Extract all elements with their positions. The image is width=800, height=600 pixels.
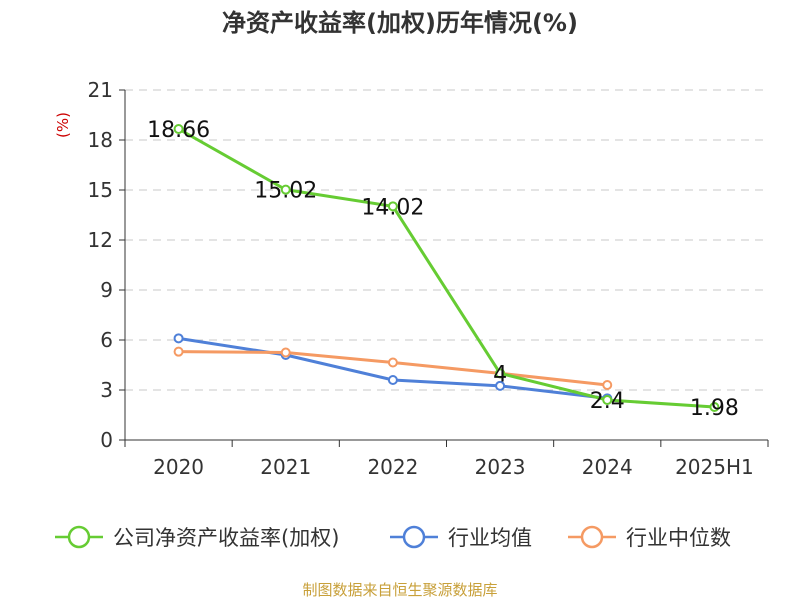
data-point (602, 380, 613, 390)
chart-title: 净资产收益率(加权)历年情况(%) (222, 9, 578, 37)
legend[interactable]: 公司净资产收益率(加权) 行业均值 行业中位数 (55, 525, 731, 550)
legend-label: 公司净资产收益率(加权) (113, 526, 339, 550)
legend-item-2[interactable]: 行业中位数 (568, 525, 731, 550)
data-label: 14.02 (361, 195, 424, 220)
data-label: 1.98 (690, 396, 739, 421)
data-point (173, 333, 184, 344)
x-tick-label: 2025H1 (675, 455, 754, 479)
x-tick-label: 2024 (582, 455, 633, 479)
x-tick-label: 2021 (260, 455, 311, 479)
data-point (387, 357, 398, 368)
y-tick-label: 18 (88, 128, 113, 152)
x-tick-label: 2023 (475, 455, 526, 479)
legend-label: 行业中位数 (626, 526, 731, 550)
data-label: 4 (493, 362, 507, 387)
data-label: 18.66 (147, 118, 210, 143)
data-point (280, 184, 291, 195)
x-tick-label: 2022 (367, 455, 418, 479)
data-point (280, 347, 291, 358)
legend-marker-icon (580, 525, 604, 549)
data-point (387, 375, 398, 385)
source-note: 制图数据来自恒生聚源数据库 (302, 581, 497, 599)
legend-marker-icon (402, 525, 426, 549)
data-labels: 18.66 15.02 14.02 4 2.4 1.98 (147, 118, 739, 421)
y-tick-label: 15 (88, 178, 113, 202)
series-line-0 (177, 127, 715, 409)
series-line-1 (178, 336, 608, 400)
data-label: 15.02 (254, 179, 317, 204)
data-point (173, 124, 184, 134)
data-point (495, 380, 506, 391)
y-tick-label: 3 (100, 378, 113, 402)
legend-label: 行业均值 (448, 526, 532, 550)
legend-item-0[interactable]: 公司净资产收益率(加权) (55, 525, 339, 550)
legend-item-1[interactable]: 行业均值 (390, 525, 532, 550)
legend-marker-icon (67, 525, 91, 549)
data-point (602, 395, 613, 405)
y-axis-unit: (%) (54, 112, 72, 138)
y-tick-label: 6 (100, 328, 113, 352)
series (173, 124, 720, 412)
data-point (387, 201, 398, 212)
data-point (173, 346, 184, 357)
y-tick-label: 21 (88, 78, 113, 102)
axes: 0 3 6 9 12 15 18 21 2020 2021 2022 2023 2024 2025H1 (88, 78, 769, 479)
y-tick-label: 12 (88, 228, 113, 252)
y-tick-label: 0 (100, 428, 113, 452)
gridlines (125, 89, 768, 391)
data-point (709, 402, 720, 412)
data-label: 2.4 (590, 389, 625, 414)
data-point (495, 368, 506, 379)
x-tick-label: 2020 (153, 455, 204, 479)
y-tick-label: 9 (100, 278, 113, 302)
